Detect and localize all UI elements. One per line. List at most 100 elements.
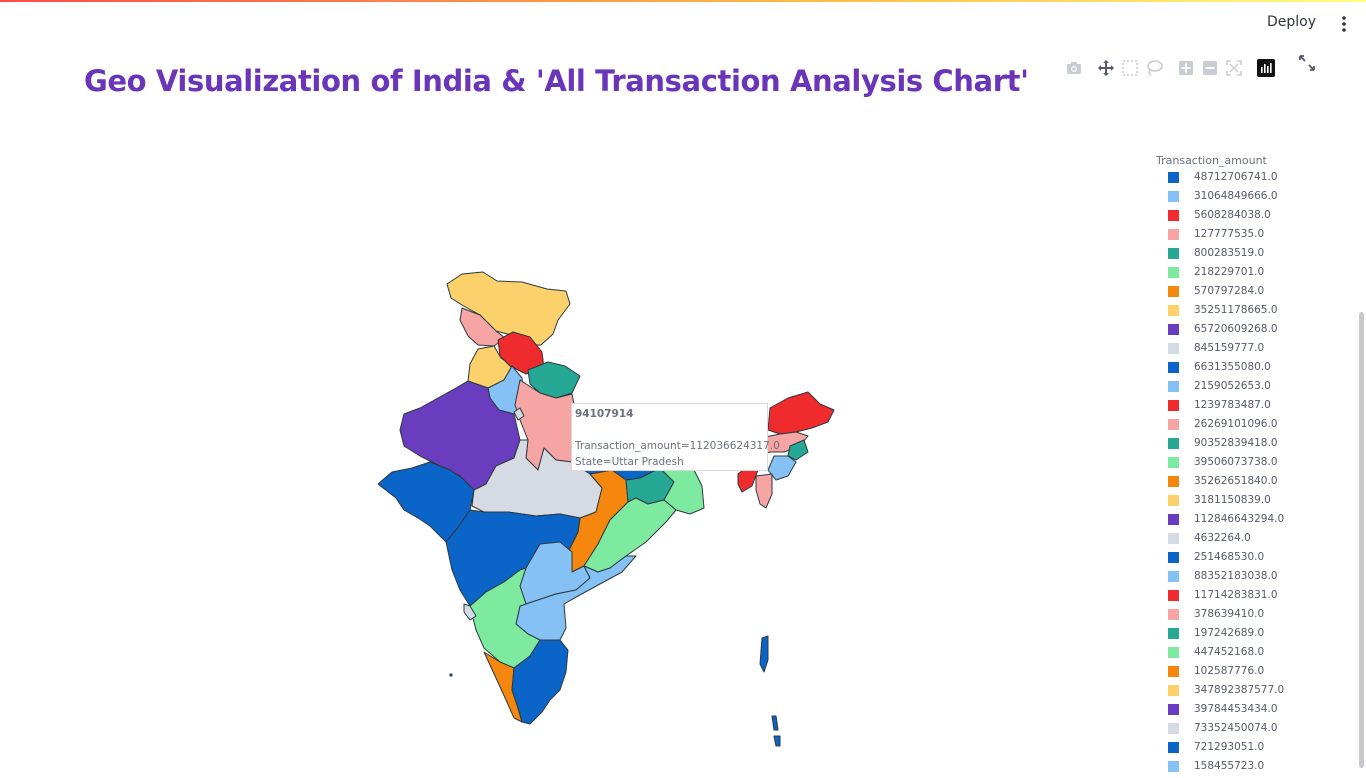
legend-swatch (1168, 609, 1179, 620)
state-maharashtra[interactable] (445, 509, 581, 607)
legend-item[interactable]: 11714283831.0 (1156, 588, 1336, 607)
legend-item[interactable]: 800283519.0 (1156, 246, 1336, 265)
legend-swatch (1168, 305, 1179, 316)
legend-item[interactable]: 3181150839.0 (1156, 493, 1336, 512)
camera-icon[interactable] (1064, 58, 1084, 78)
legend-swatch (1168, 514, 1179, 525)
legend-swatch (1168, 666, 1179, 677)
legend-item[interactable]: 88352183038.0 (1156, 569, 1336, 588)
legend-label: 35262651840.0 (1194, 475, 1278, 487)
legend-swatch (1168, 267, 1179, 278)
legend-title: Transaction_amount (1156, 154, 1267, 167)
legend-swatch (1168, 590, 1179, 601)
legend-item[interactable]: 112846643294.0 (1156, 512, 1336, 531)
map-legend: Transaction_amount 48712706741.0 31064849… (1156, 154, 1336, 778)
legend-item[interactable]: 90352839418.0 (1156, 436, 1336, 455)
legend-items: 48712706741.0 31064849666.0 5608284038.0 12… (1156, 170, 1336, 778)
legend-label: 347892387577.0 (1194, 684, 1285, 696)
legend-item[interactable]: 1239783487.0 (1156, 398, 1336, 417)
pan-icon[interactable] (1096, 58, 1116, 78)
legend-item[interactable]: 48712706741.0 (1156, 170, 1336, 189)
legend-item[interactable]: 347892387577.0 (1156, 683, 1336, 702)
state-northeast-arunachal[interactable] (767, 391, 835, 435)
legend-item[interactable]: 5608284038.0 (1156, 208, 1336, 227)
legend-label: 11714283831.0 (1194, 589, 1278, 601)
legend-swatch (1168, 286, 1179, 297)
page-scrollbar[interactable] (1359, 312, 1364, 768)
legend-item[interactable]: 197242689.0 (1156, 626, 1336, 645)
state-nicobar[interactable] (773, 735, 781, 747)
legend-swatch (1168, 362, 1179, 373)
legend-item[interactable]: 570797284.0 (1156, 284, 1336, 303)
legend-item[interactable]: 39784453434.0 (1156, 702, 1336, 721)
legend-label: 3181150839.0 (1194, 494, 1271, 506)
state-lakshadweep[interactable] (449, 673, 453, 677)
state-tamil-nadu[interactable] (511, 639, 569, 725)
legend-label: 112846643294.0 (1194, 513, 1285, 525)
box-select-icon[interactable] (1120, 58, 1140, 78)
legend-label: 4632264.0 (1194, 532, 1251, 544)
legend-item[interactable]: 35251178665.0 (1156, 303, 1336, 322)
legend-item[interactable]: 378639410.0 (1156, 607, 1336, 626)
reset-axes-icon[interactable] (1224, 58, 1244, 78)
lasso-icon[interactable] (1144, 58, 1164, 78)
legend-item[interactable]: 447452168.0 (1156, 645, 1336, 664)
legend-swatch (1168, 400, 1179, 411)
legend-swatch (1168, 495, 1179, 506)
legend-item[interactable]: 158455723.0 (1156, 759, 1336, 778)
state-delhi[interactable] (513, 407, 525, 421)
deploy-button[interactable]: Deploy (1266, 14, 1316, 30)
legend-label: 6631355080.0 (1194, 361, 1271, 373)
legend-item[interactable]: 39506073738.0 (1156, 455, 1336, 474)
state-manipur[interactable] (767, 455, 797, 481)
state-nepal-border-sikkim[interactable] (527, 361, 581, 399)
legend-swatch (1168, 704, 1179, 715)
state-karnataka[interactable] (469, 567, 541, 669)
legend-item[interactable]: 73352450074.0 (1156, 721, 1336, 740)
state-mizoram[interactable] (755, 473, 773, 509)
india-choropleth-map[interactable] (370, 262, 850, 752)
state-andhra-pradesh[interactable] (515, 555, 637, 641)
legend-swatch (1168, 324, 1179, 335)
legend-label: 26269101096.0 (1194, 418, 1278, 430)
legend-swatch (1168, 476, 1179, 487)
legend-item[interactable]: 102587776.0 (1156, 664, 1336, 683)
legend-item[interactable]: 127777535.0 (1156, 227, 1336, 246)
legend-label: 218229701.0 (1194, 266, 1265, 278)
legend-swatch (1168, 248, 1179, 259)
legend-swatch (1168, 647, 1179, 658)
legend-label: 845159777.0 (1194, 342, 1265, 354)
legend-label: 721293051.0 (1194, 741, 1265, 753)
zoom-in-icon[interactable] (1176, 58, 1196, 78)
legend-label: 48712706741.0 (1194, 171, 1278, 183)
legend-item[interactable]: 2159052653.0 (1156, 379, 1336, 398)
legend-swatch (1168, 210, 1179, 221)
state-andaman-nicobar[interactable] (759, 635, 769, 673)
legend-item[interactable]: 26269101096.0 (1156, 417, 1336, 436)
legend-item[interactable]: 65720609268.0 (1156, 322, 1336, 341)
zoom-out-icon[interactable] (1200, 58, 1220, 78)
legend-item[interactable]: 6631355080.0 (1156, 360, 1336, 379)
legend-item[interactable]: 218229701.0 (1156, 265, 1336, 284)
legend-swatch (1168, 571, 1179, 582)
state-odisha[interactable] (583, 497, 677, 573)
legend-label: 90352839418.0 (1194, 437, 1278, 449)
legend-item[interactable]: 845159777.0 (1156, 341, 1336, 360)
legend-swatch (1168, 438, 1179, 449)
top-decoration-bar (0, 0, 1366, 2)
legend-swatch (1168, 685, 1179, 696)
state-nagaland[interactable] (787, 439, 809, 461)
fullscreen-icon[interactable] (1298, 54, 1316, 72)
legend-item[interactable]: 31064849666.0 (1156, 189, 1336, 208)
plotly-logo-icon[interactable] (1256, 58, 1276, 78)
legend-item[interactable]: 721293051.0 (1156, 740, 1336, 759)
state-andaman-south[interactable] (771, 715, 779, 731)
legend-item[interactable]: 4632264.0 (1156, 531, 1336, 550)
legend-swatch (1168, 533, 1179, 544)
legend-label: 102587776.0 (1194, 665, 1265, 677)
legend-label: 39506073738.0 (1194, 456, 1278, 468)
more-vertical-icon[interactable] (1338, 14, 1350, 34)
legend-item[interactable]: 35262651840.0 (1156, 474, 1336, 493)
legend-item[interactable]: 251468530.0 (1156, 550, 1336, 569)
state-goa[interactable] (463, 603, 477, 621)
